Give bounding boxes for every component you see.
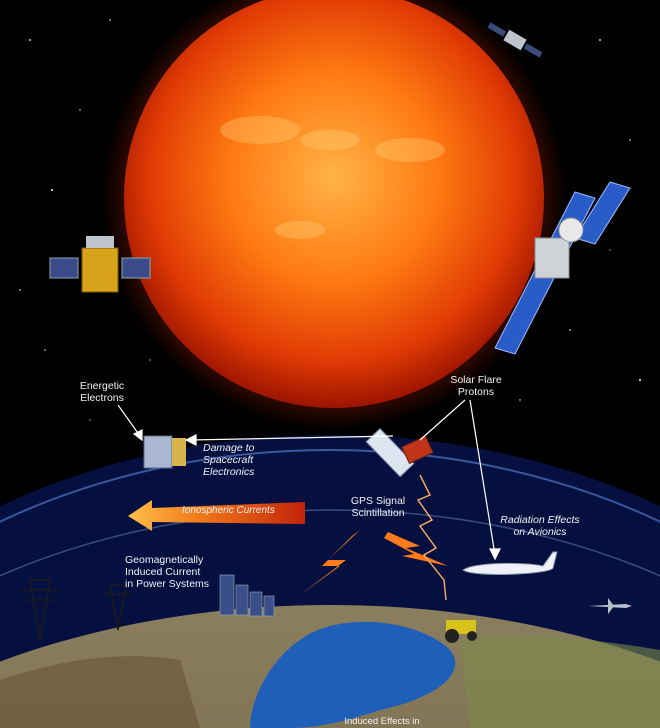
sun-texture [220, 116, 445, 239]
ocean [250, 621, 456, 728]
buildings [219, 574, 275, 617]
sun [124, 0, 544, 408]
label-induced-effects: Induced Effects in [344, 716, 420, 727]
satellite-electrons-target [143, 435, 186, 469]
satellite-right [494, 181, 631, 355]
gps-signal-zigzag [416, 474, 447, 601]
ionospheric-currents-arrow [128, 500, 305, 531]
lightning-bolt-left [300, 530, 360, 595]
label-radiation-effects: Radiation Effects on Avionics [500, 514, 580, 538]
label-gps-signal: GPS Signal Scintillation [350, 495, 406, 519]
tractor [445, 620, 477, 643]
airliner [462, 551, 558, 575]
label-damage-spacecraft: Damage to Spacecraft Electronics [203, 442, 255, 478]
fighter-jet [588, 598, 632, 614]
damage-arrow [117, 399, 501, 561]
power-towers [20, 579, 132, 641]
lightning-bolt-right [384, 532, 448, 566]
gps-satellite [365, 427, 434, 478]
satellite-top-right [487, 22, 543, 58]
label-energetic-electrons: Energetic Electrons [79, 380, 125, 404]
satellite-left [49, 236, 151, 293]
label-ionospheric-currents: Ionospheric Currents [182, 505, 275, 516]
label-geomagnetic-currents: Geomagnetically Induced Current in Power… [125, 554, 210, 590]
label-solar-flare-protons: Solar Flare Protons [450, 374, 502, 398]
